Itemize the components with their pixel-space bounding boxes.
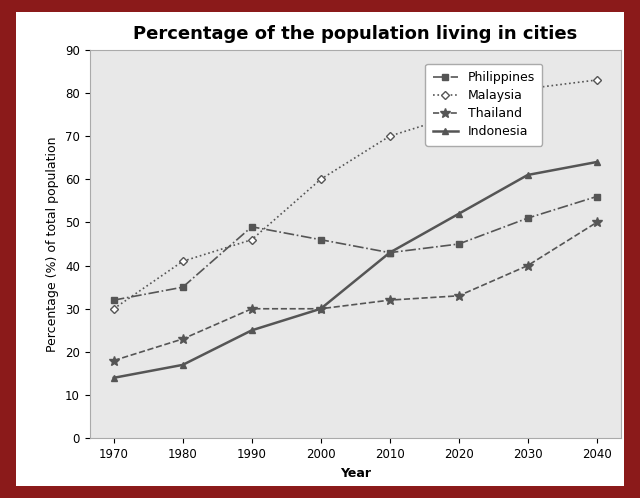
Indonesia <box>386 249 394 255</box>
Line: Thailand: Thailand <box>109 218 602 366</box>
Philippines <box>179 284 187 290</box>
Thailand <box>317 306 324 312</box>
Philippines <box>386 249 394 255</box>
Philippines <box>317 237 324 243</box>
Philippines <box>110 297 118 303</box>
Malaysia <box>179 258 187 264</box>
Thailand <box>455 293 463 299</box>
Legend: Philippines, Malaysia, Thailand, Indonesia: Philippines, Malaysia, Thailand, Indones… <box>425 64 543 146</box>
Malaysia <box>110 306 118 312</box>
Thailand <box>179 336 187 342</box>
Philippines <box>593 194 600 200</box>
Indonesia <box>455 211 463 217</box>
Indonesia <box>524 172 531 178</box>
Indonesia <box>317 306 324 312</box>
Thailand <box>524 262 531 268</box>
Thailand <box>593 220 600 226</box>
Indonesia <box>110 375 118 381</box>
Line: Indonesia: Indonesia <box>110 158 600 381</box>
Malaysia <box>386 133 394 139</box>
Indonesia <box>593 159 600 165</box>
Philippines <box>455 241 463 247</box>
Thailand <box>110 358 118 364</box>
Indonesia <box>248 327 255 333</box>
X-axis label: Year: Year <box>340 467 371 480</box>
Y-axis label: Percentage (%) of total population: Percentage (%) of total population <box>47 136 60 352</box>
Indonesia <box>179 362 187 368</box>
Malaysia <box>524 86 531 92</box>
Philippines <box>248 224 255 230</box>
Malaysia <box>317 176 324 182</box>
Line: Malaysia: Malaysia <box>111 77 600 312</box>
Malaysia <box>455 112 463 118</box>
Line: Philippines: Philippines <box>111 194 600 303</box>
Thailand <box>386 297 394 303</box>
Malaysia <box>593 77 600 83</box>
Philippines <box>524 215 531 221</box>
Thailand <box>248 306 255 312</box>
Title: Percentage of the population living in cities: Percentage of the population living in c… <box>133 25 577 43</box>
Malaysia <box>248 237 255 243</box>
